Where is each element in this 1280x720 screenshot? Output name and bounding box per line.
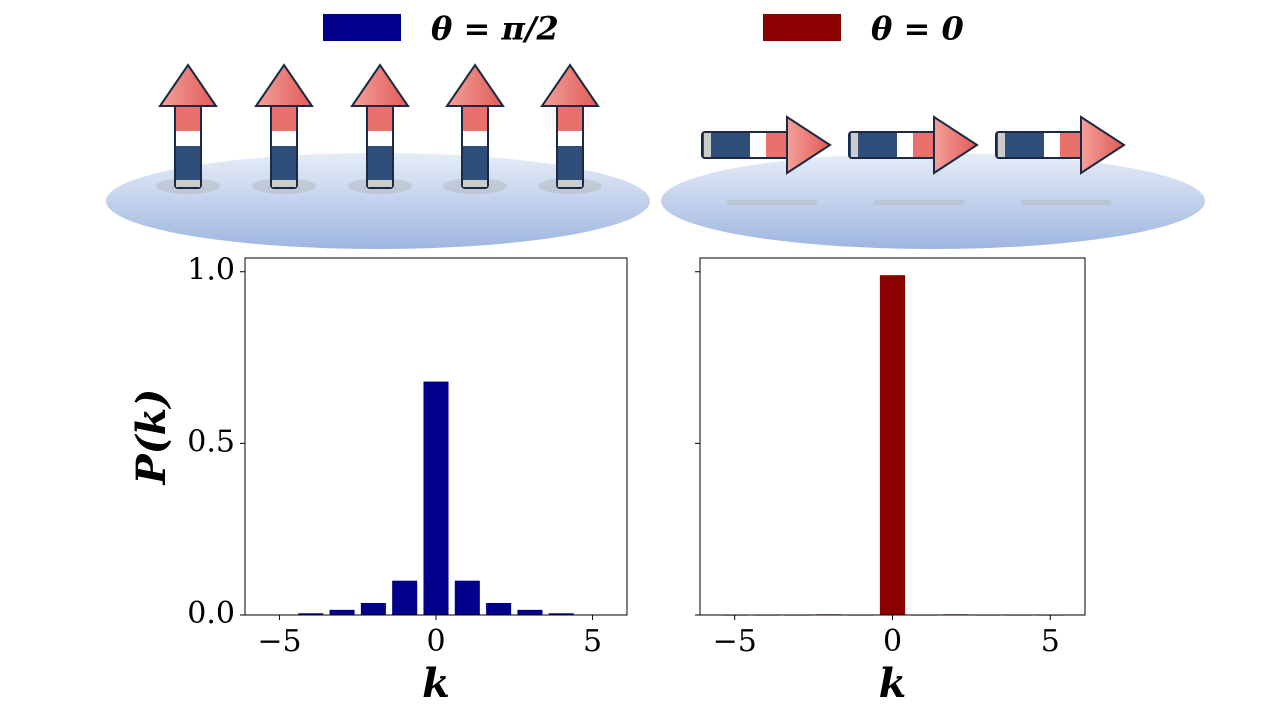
x-tick-label: 5: [583, 624, 602, 659]
x-tick-label: −5: [257, 624, 301, 659]
x-tick-label: 5: [1041, 624, 1060, 659]
bar: [486, 602, 512, 615]
x-axis-label: k: [422, 660, 450, 707]
legend-swatch: [763, 14, 841, 41]
bar: [879, 275, 906, 615]
x-tick-label: −5: [713, 624, 757, 659]
legend-swatch: [323, 14, 401, 41]
y-tick-label: 0.0: [187, 596, 235, 631]
bar: [454, 580, 480, 615]
illustration: [106, 64, 1205, 249]
y-tick-label: 0.5: [187, 424, 235, 459]
legend-label: θ = π/2: [431, 10, 559, 48]
y-axis-label: P(k): [128, 389, 175, 486]
bar: [298, 613, 324, 615]
bar: [392, 580, 418, 615]
legend-label: θ = 0: [871, 10, 964, 48]
bar: [329, 609, 355, 615]
bar: [517, 609, 543, 615]
bar: [360, 602, 386, 615]
x-tick-label: 0: [883, 624, 902, 659]
x-tick-label: 0: [426, 624, 445, 659]
bar: [548, 613, 574, 615]
x-axis-label: k: [879, 660, 907, 707]
y-tick-label: 1.0: [187, 253, 235, 288]
bar: [423, 381, 449, 615]
